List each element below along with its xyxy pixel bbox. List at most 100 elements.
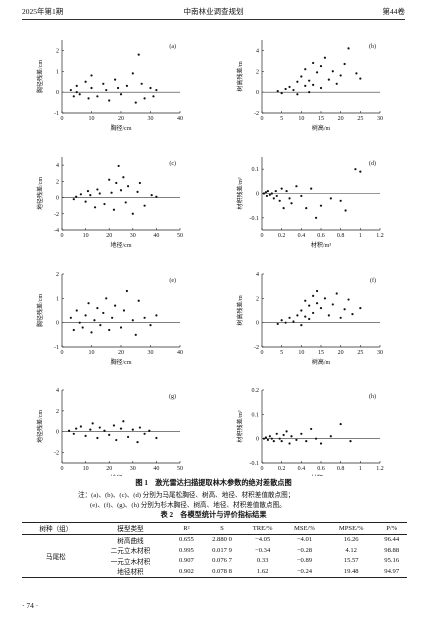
x-tick-label: 30 bbox=[377, 116, 383, 122]
x-tick-label: 20 bbox=[338, 350, 344, 356]
point bbox=[315, 71, 319, 74]
point bbox=[131, 428, 134, 431]
point bbox=[280, 92, 283, 95]
point bbox=[125, 84, 128, 87]
point bbox=[90, 74, 93, 77]
point bbox=[312, 311, 315, 315]
point bbox=[155, 88, 158, 92]
point bbox=[292, 320, 295, 323]
point bbox=[319, 204, 323, 207]
point bbox=[105, 88, 108, 92]
point bbox=[282, 433, 285, 437]
point bbox=[81, 326, 84, 329]
point bbox=[288, 85, 291, 89]
group-cell: 马尾松 bbox=[46, 553, 66, 561]
point bbox=[131, 72, 134, 75]
table-header-cell: S bbox=[220, 524, 224, 532]
point bbox=[343, 62, 346, 66]
table-row: 一元立木材积 0.907 0.076 7 0.33 −0.89 15.57 95.16 bbox=[22, 556, 407, 567]
x-tick-label: 25 bbox=[357, 116, 363, 122]
point bbox=[91, 422, 94, 425]
x-tick-label: 1 bbox=[359, 233, 362, 239]
point bbox=[96, 188, 99, 191]
table: 树种（组） 模型类型 R² S TRE/% MSE/% MPSE/% P/% 马尾松 树高曲线 0… bbox=[22, 522, 407, 578]
point bbox=[284, 321, 287, 324]
point bbox=[69, 88, 72, 92]
header-rule bbox=[22, 19, 405, 20]
point bbox=[296, 314, 299, 317]
panel-label: (b) bbox=[369, 43, 376, 50]
point bbox=[290, 435, 293, 438]
point bbox=[272, 197, 275, 200]
point bbox=[327, 314, 330, 317]
point bbox=[103, 429, 106, 432]
point bbox=[278, 437, 281, 440]
y-tick-label: 0 bbox=[56, 321, 59, 327]
x-tick-label: 40 bbox=[177, 350, 183, 356]
x-axis-title: 树高/m bbox=[312, 358, 331, 366]
point bbox=[84, 80, 87, 83]
y-axis-title: 树高残差/m bbox=[236, 61, 244, 92]
table-caption: 表 2 各模型统计与评价指标结果 bbox=[160, 511, 267, 519]
point bbox=[344, 209, 347, 212]
x-tick-label: 20 bbox=[106, 466, 112, 472]
figure-caption: 图 1 激光雷达扫描提取林木参数的绝对差散点图 bbox=[135, 479, 292, 487]
point bbox=[136, 190, 139, 193]
y-tick-label: -0.1 bbox=[250, 216, 260, 222]
point bbox=[300, 309, 303, 312]
point bbox=[331, 303, 334, 306]
point bbox=[79, 193, 82, 196]
point bbox=[69, 316, 72, 319]
point bbox=[108, 328, 111, 332]
point bbox=[308, 317, 311, 321]
y-axis-title: 胸径残差/cm bbox=[36, 294, 44, 327]
point bbox=[75, 195, 78, 198]
x-tick-label: 0 bbox=[261, 233, 264, 239]
table-cell: 96.44 bbox=[384, 536, 400, 544]
point bbox=[347, 47, 350, 50]
x-axis-title: 胸径/cm bbox=[111, 124, 132, 132]
x-axis-title: 材积/m³ bbox=[311, 474, 331, 476]
point bbox=[89, 194, 92, 197]
point bbox=[67, 429, 71, 432]
point bbox=[262, 192, 266, 195]
y-tick-label: 2 bbox=[56, 179, 59, 185]
point bbox=[339, 422, 342, 426]
y-tick-label: 2 bbox=[256, 296, 259, 302]
point bbox=[86, 189, 90, 193]
panel-label: (d) bbox=[369, 160, 376, 167]
point bbox=[134, 101, 137, 104]
point bbox=[108, 99, 111, 102]
point bbox=[280, 319, 283, 322]
x-axis-title: 地径/cm bbox=[111, 474, 132, 476]
point bbox=[300, 194, 303, 198]
point bbox=[331, 70, 334, 73]
x-tick-label: 0.2 bbox=[278, 466, 286, 472]
table-cell: 一元立木材积 bbox=[110, 558, 151, 566]
point bbox=[274, 189, 277, 193]
point bbox=[126, 435, 130, 439]
point bbox=[110, 191, 113, 194]
point bbox=[78, 321, 81, 324]
point bbox=[319, 442, 323, 445]
point bbox=[122, 176, 125, 179]
point bbox=[329, 197, 332, 200]
x-tick-label: 0 bbox=[61, 233, 64, 239]
point bbox=[150, 194, 153, 197]
point bbox=[268, 435, 271, 438]
point bbox=[275, 194, 278, 198]
point bbox=[143, 97, 146, 100]
point bbox=[143, 316, 146, 319]
point bbox=[268, 193, 271, 196]
point bbox=[359, 306, 362, 310]
point bbox=[90, 331, 93, 334]
point bbox=[122, 420, 125, 423]
table-header-cell: MPSE/% bbox=[338, 524, 364, 532]
point bbox=[75, 427, 78, 430]
point bbox=[323, 56, 327, 59]
point bbox=[72, 432, 75, 435]
point bbox=[296, 80, 299, 83]
header-volume: 第44卷 bbox=[382, 7, 406, 16]
point bbox=[105, 297, 108, 300]
x-tick-label: 15 bbox=[318, 350, 324, 356]
